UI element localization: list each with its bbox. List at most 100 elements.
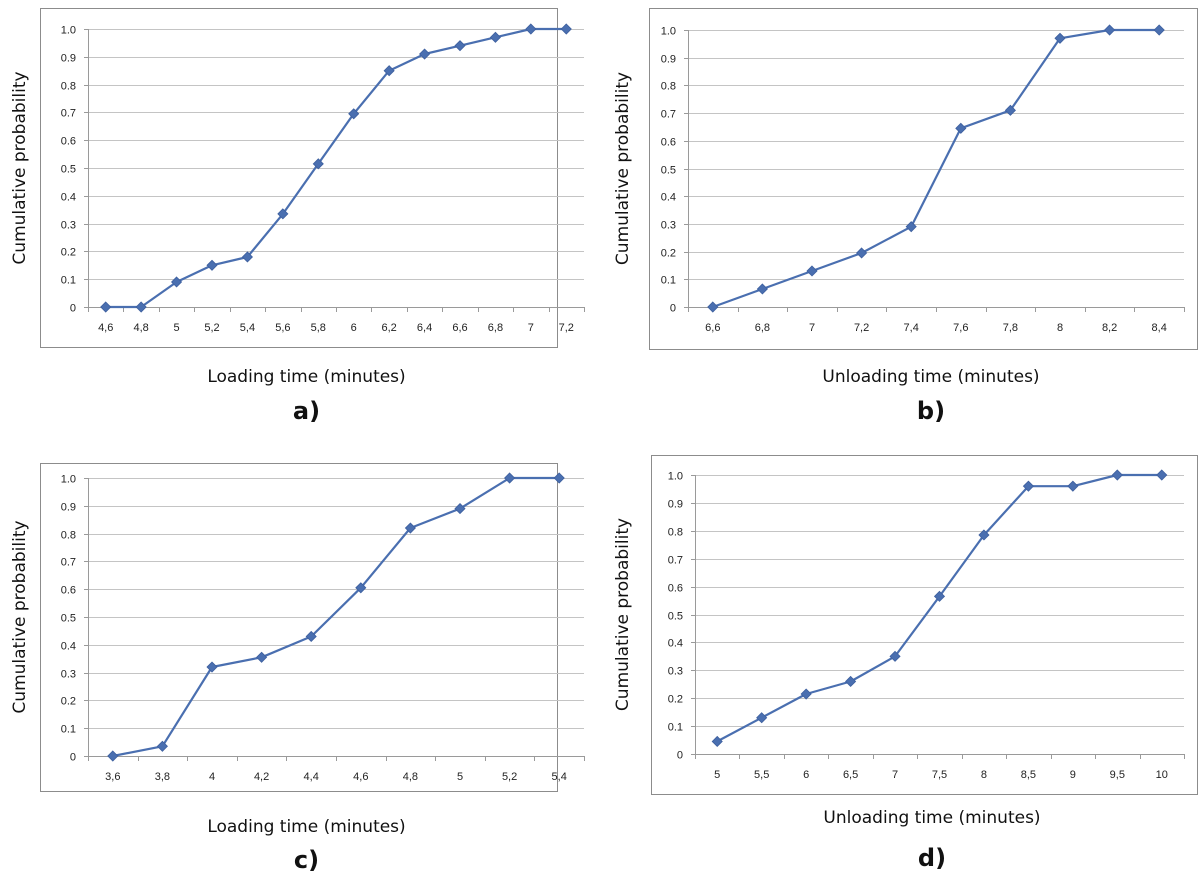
panel-label: c) bbox=[294, 846, 319, 874]
data-point bbox=[454, 503, 466, 515]
x-tick-label: 4,8 bbox=[133, 322, 148, 334]
y-tick-label: 0.9 bbox=[61, 502, 76, 514]
y-tick-label: 0.5 bbox=[61, 164, 76, 176]
y-tick-label: 0.4 bbox=[668, 638, 683, 650]
x-tick-label: 5,6 bbox=[275, 322, 290, 334]
x-tick-label: 5,4 bbox=[552, 771, 567, 783]
x-tick-label: 6,8 bbox=[755, 322, 770, 334]
y-axis-title: Cumulative probability bbox=[613, 72, 633, 265]
y-tick-label: 0.1 bbox=[61, 724, 76, 736]
x-tick-label: 8 bbox=[1057, 322, 1063, 334]
data-point bbox=[845, 675, 857, 688]
y-tick-label: 0.2 bbox=[661, 248, 676, 260]
data-point bbox=[1156, 469, 1168, 481]
chart-svg-d: 0 0.1 0.2 0.3 0.4 0.5 0.6 0.7 0.8 0.9 1.0 5 5,5 6 6,5 7… bbox=[613, 455, 1198, 872]
y-tick-label: 0.4 bbox=[61, 192, 76, 204]
x-tick-label: 6 bbox=[803, 769, 809, 781]
x-tick-label: 5,4 bbox=[240, 322, 255, 334]
x-tick-label: 7,5 bbox=[932, 769, 947, 781]
x-tick-label: 8 bbox=[981, 769, 987, 781]
y-tick-label: 0.1 bbox=[661, 275, 676, 287]
data-point bbox=[277, 208, 289, 220]
x-tick-label: 5,2 bbox=[204, 322, 219, 334]
x-tick-label: 8,4 bbox=[1152, 322, 1167, 334]
data-point bbox=[806, 265, 818, 277]
data-point bbox=[707, 301, 719, 313]
y-tick-label: 0.1 bbox=[61, 275, 76, 287]
x-tick-label: 6,5 bbox=[843, 769, 858, 781]
x-tick-label: 6 bbox=[351, 322, 357, 334]
data-point bbox=[171, 276, 183, 288]
data-point bbox=[525, 23, 537, 35]
data-point bbox=[489, 31, 501, 43]
data-point bbox=[711, 735, 723, 748]
chart-frame bbox=[40, 8, 558, 348]
y-tick-label: 0 bbox=[670, 303, 676, 315]
chart-frame bbox=[649, 8, 1198, 350]
x-tick-label: 3,6 bbox=[105, 771, 120, 783]
data-point bbox=[1054, 32, 1066, 44]
x-tick-label: 7,8 bbox=[1003, 322, 1018, 334]
y-tick-label: 0.4 bbox=[661, 192, 676, 204]
data-point bbox=[383, 65, 395, 77]
chart-panel-c: 0 0.1 0.2 0.3 0.4 0.5 0.6 0.7 0.8 0.9 1.0 3,6 3,8 4 4,… bbox=[0, 437, 600, 874]
y-tick-label: 0.3 bbox=[61, 220, 76, 232]
data-point bbox=[1067, 480, 1079, 492]
y-tick-label: 0.5 bbox=[668, 611, 683, 623]
panel-label: b) bbox=[917, 397, 945, 425]
x-tick-label: 4,2 bbox=[254, 771, 269, 783]
x-axis-title: Loading time (minutes) bbox=[207, 817, 405, 837]
x-axis-title: Unloading time (minutes) bbox=[823, 808, 1040, 828]
chart-panel-b: 0 0.1 0.2 0.3 0.4 0.5 0.6 0.7 0.8 0.9 1.0 6,6 6,8 7 7,… bbox=[601, 0, 1201, 437]
x-tick-label: 5,5 bbox=[754, 769, 769, 781]
y-tick-label: 0.9 bbox=[661, 54, 676, 66]
data-point bbox=[107, 750, 119, 762]
data-point bbox=[905, 221, 917, 233]
x-tick-label: 5 bbox=[457, 771, 463, 783]
y-axis-title: Cumulative probability bbox=[10, 71, 30, 264]
y-tick-label: 0.2 bbox=[668, 694, 683, 706]
y-tick-label: 0.6 bbox=[61, 136, 76, 148]
y-tick-label: 0.6 bbox=[661, 137, 676, 149]
y-tick-label: 0.3 bbox=[61, 669, 76, 681]
data-point bbox=[889, 650, 901, 662]
data-point bbox=[355, 582, 367, 594]
y-tick-label: 0.4 bbox=[61, 641, 76, 653]
x-tick-label: 7 bbox=[892, 769, 898, 781]
y-tick-label: 0.6 bbox=[61, 585, 76, 597]
panel-label: a) bbox=[293, 397, 320, 425]
panel-label: d) bbox=[918, 844, 946, 872]
x-tick-label: 6,2 bbox=[381, 322, 396, 334]
x-tick-label: 6,6 bbox=[452, 322, 467, 334]
data-point bbox=[856, 247, 868, 259]
x-tick-label: 7 bbox=[528, 322, 534, 334]
x-tick-label: 4,6 bbox=[353, 771, 368, 783]
x-axis-title: Loading time (minutes) bbox=[207, 367, 405, 387]
y-tick-label: 0 bbox=[70, 752, 76, 764]
data-point bbox=[241, 251, 253, 263]
x-tick-label: 6,4 bbox=[417, 322, 432, 334]
data-point bbox=[553, 472, 565, 484]
y-tick-label: 0.5 bbox=[661, 165, 676, 177]
y-tick-label: 0 bbox=[70, 303, 76, 315]
data-point bbox=[256, 651, 268, 663]
x-tick-label: 4,4 bbox=[304, 771, 319, 783]
y-tick-label: 0.9 bbox=[668, 499, 683, 511]
y-tick-label: 0.3 bbox=[661, 220, 676, 232]
data-point bbox=[156, 740, 168, 752]
x-tick-label: 5 bbox=[174, 322, 180, 334]
data-point bbox=[348, 108, 360, 120]
x-tick-label: 4 bbox=[209, 771, 215, 783]
data-point bbox=[933, 590, 946, 602]
data-point bbox=[756, 712, 768, 724]
y-tick-label: 0.7 bbox=[61, 557, 76, 569]
series-line bbox=[112, 476, 560, 758]
data-point bbox=[1022, 480, 1034, 492]
x-tick-label: 7 bbox=[809, 322, 815, 334]
y-tick-label: 0.8 bbox=[668, 527, 683, 539]
series-line bbox=[105, 27, 567, 309]
y-tick-label: 1.0 bbox=[61, 25, 76, 37]
chart-svg-a: 0 0.1 0.2 0.3 0.4 0.5 0.6 0.7 0.8 0.9 1.0 4,6 4,8 5 5,… bbox=[10, 8, 585, 425]
y-axis-title: Cumulative probability bbox=[613, 518, 633, 711]
x-tick-label: 6,8 bbox=[488, 322, 503, 334]
